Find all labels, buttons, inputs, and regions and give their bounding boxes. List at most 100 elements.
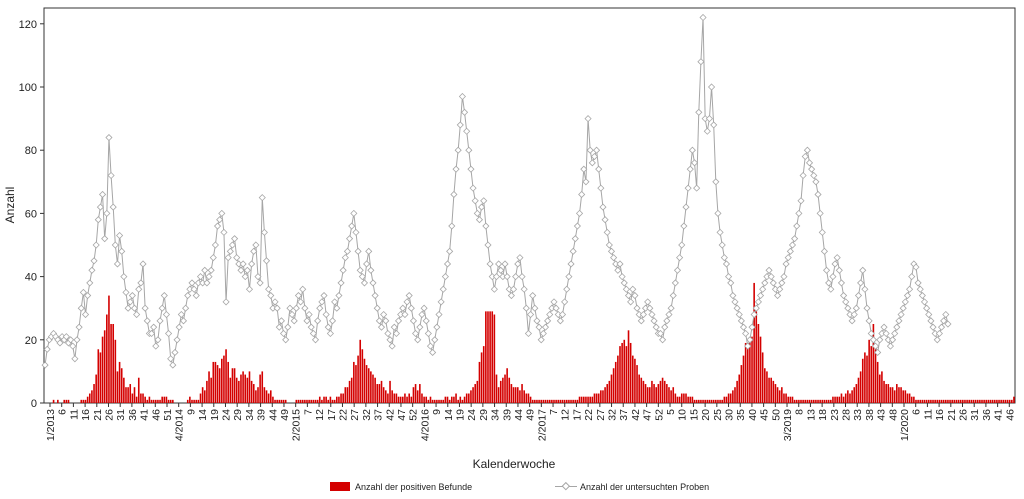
bar-positive <box>623 339 626 403</box>
x-tick-label: 36 <box>981 409 993 421</box>
point-samples <box>914 279 922 287</box>
x-tick-label: 10 <box>677 409 689 421</box>
x-tick-label: 29 <box>478 409 490 421</box>
point-samples <box>774 291 782 300</box>
point-samples <box>43 345 51 353</box>
bar-positive <box>970 399 973 403</box>
bar-positive <box>617 355 619 403</box>
x-tick-label: 7 <box>302 409 314 415</box>
bar-positive <box>491 311 494 403</box>
point-samples <box>782 260 790 268</box>
point-samples <box>684 184 692 192</box>
point-samples <box>571 235 579 243</box>
point-samples <box>292 304 300 312</box>
point-samples <box>305 310 313 319</box>
point-samples <box>456 121 464 129</box>
x-tick-label: 43 <box>876 409 888 421</box>
bar-positive <box>702 399 704 403</box>
point-samples <box>867 329 875 338</box>
point-samples <box>448 222 456 230</box>
bar-positive <box>327 399 330 403</box>
point-samples <box>209 254 217 262</box>
bar-positive <box>636 365 638 403</box>
point-samples <box>158 304 166 312</box>
bar-positive <box>1004 399 1007 403</box>
bar-positive <box>163 396 166 403</box>
bar-positive <box>542 399 545 403</box>
y-tick-label: 80 <box>25 145 37 157</box>
bar-positive <box>830 399 832 403</box>
bar-positive <box>272 396 274 403</box>
point-samples <box>90 257 98 265</box>
bar-positive <box>595 393 598 403</box>
bar-positive <box>553 399 555 403</box>
bar-positive <box>614 361 617 403</box>
bar-positive <box>585 396 587 403</box>
point-samples <box>512 273 520 281</box>
x-tick-label: 16 <box>934 409 946 421</box>
bar-positive <box>382 387 385 403</box>
point-samples <box>203 279 211 287</box>
point-samples <box>593 146 601 154</box>
bar-positive <box>783 393 785 403</box>
bar-positive <box>836 396 838 403</box>
point-samples <box>152 342 160 350</box>
bar-positive <box>953 399 956 403</box>
x-tick-label: 22 <box>583 409 595 421</box>
legend-label-samples: Anzahl der untersuchten Proben <box>580 482 709 492</box>
point-samples <box>624 291 633 300</box>
point-samples <box>808 165 816 173</box>
x-tick-label: 34 <box>244 409 256 421</box>
bar-positive <box>84 399 87 403</box>
legend-label-positive: Anzahl der positiven Befunde <box>355 482 472 492</box>
x-tick-label: 24 <box>466 409 478 421</box>
bar-positive <box>691 396 694 403</box>
bar-positive <box>321 399 323 403</box>
bar-positive <box>989 399 992 403</box>
point-samples <box>41 361 49 369</box>
point-samples <box>584 115 592 123</box>
bar-positive <box>193 399 195 403</box>
x-tick-label: 47 <box>642 409 654 421</box>
bar-positive <box>687 396 689 403</box>
bar-positive <box>355 365 357 403</box>
point-samples <box>935 329 943 338</box>
bar-positive <box>523 390 525 403</box>
bar-positive <box>576 399 579 403</box>
point-samples <box>810 171 818 180</box>
x-tick-label: 16 <box>80 409 92 421</box>
bar-positive <box>974 399 977 403</box>
point-samples <box>465 146 473 154</box>
point-samples <box>394 317 403 325</box>
x-tick-label: 50 <box>770 409 782 421</box>
bar-positive <box>817 399 819 403</box>
point-samples <box>122 288 130 296</box>
point-samples <box>507 291 515 300</box>
point-samples <box>245 285 254 293</box>
point-samples <box>116 231 124 240</box>
point-samples <box>182 304 190 312</box>
point-samples <box>765 266 773 274</box>
point-samples <box>433 323 441 331</box>
bar-positive <box>597 393 600 403</box>
bar-positive <box>93 384 95 403</box>
point-samples <box>920 298 929 306</box>
bar-positive <box>86 396 89 403</box>
bar-positive <box>979 399 981 403</box>
point-samples <box>265 285 273 293</box>
bar-positive <box>131 393 134 403</box>
point-samples <box>629 285 637 293</box>
bar-positive <box>348 380 351 403</box>
bar-positive <box>140 393 142 403</box>
bar-positive <box>778 390 781 403</box>
bar-positive <box>436 399 438 403</box>
point-samples <box>942 310 950 319</box>
bar-positive <box>559 399 562 403</box>
point-samples <box>880 323 888 331</box>
x-tick-label: 1/2020 <box>899 409 911 441</box>
bar-positive <box>823 399 826 403</box>
x-tick-label: 11 <box>922 409 934 420</box>
point-samples <box>207 266 215 274</box>
bar-positive <box>370 371 372 403</box>
point-samples <box>731 298 739 306</box>
